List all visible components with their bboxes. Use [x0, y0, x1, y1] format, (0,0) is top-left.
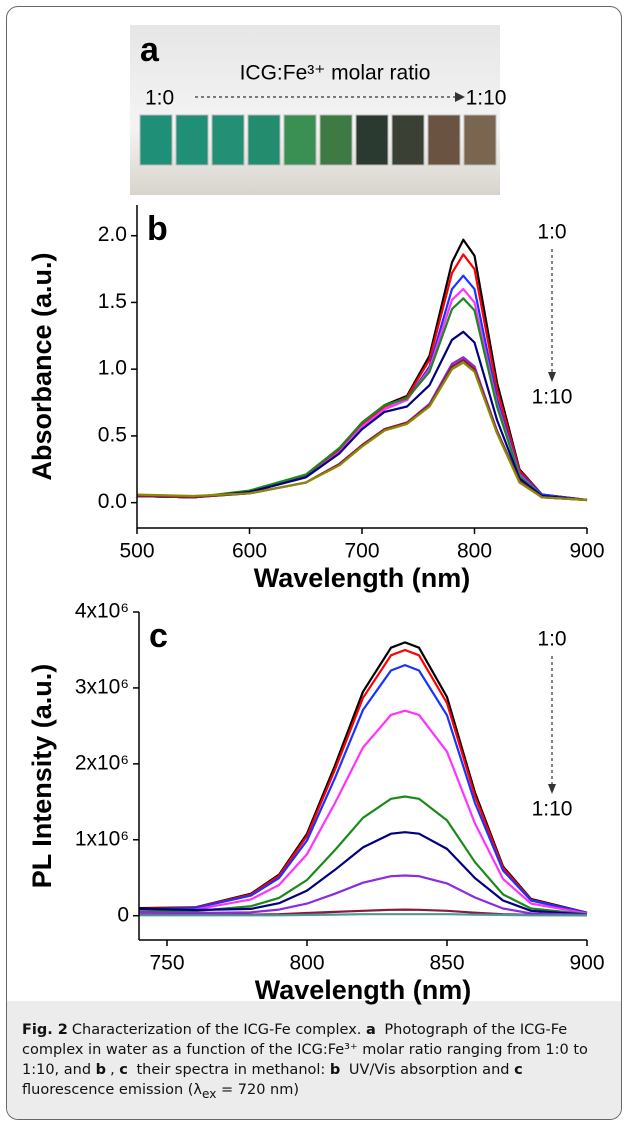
- panel-label: b: [147, 210, 168, 248]
- y-tick-label: 0.5: [98, 423, 127, 446]
- series-line: [138, 709, 588, 915]
- vials: [139, 114, 497, 166]
- caption-text: their spectra in methanol:: [131, 1062, 330, 1078]
- caption-text: ex: [202, 1086, 217, 1101]
- vial: [139, 114, 173, 166]
- y-axis-label: Absorbance (a.u.): [27, 252, 57, 480]
- caption-text: ,: [110, 1062, 120, 1078]
- series-line: [136, 361, 588, 502]
- caption-text: b: [329, 1062, 341, 1078]
- series-line: [136, 238, 588, 502]
- vial: [355, 114, 389, 166]
- x-axis-label: Wavelength (nm): [255, 975, 472, 1005]
- caption-text: = 720 nm): [216, 1082, 300, 1098]
- y-tick-label: 2x10⁶: [75, 751, 129, 774]
- vial: [319, 114, 353, 166]
- chart: 0.0 0.5 1.0 1.5 2.0 500 600 700 800 900 Wavelength…: [27, 205, 605, 593]
- y-tick-label: 4x10⁶: [75, 600, 129, 623]
- caption: Fig. 2 Characterization of the ICG-Fe com…: [22, 1020, 612, 1104]
- caption-text: c: [514, 1062, 523, 1078]
- series-line: [138, 648, 588, 915]
- arrow-end: 1:10: [532, 798, 573, 821]
- x-tick-label: 750: [149, 952, 184, 975]
- y-tick-label: 0: [117, 903, 129, 926]
- caption-text: Fig. 2: [22, 1022, 68, 1038]
- series-line: [138, 831, 588, 916]
- arrow-head: [455, 92, 465, 102]
- arrow-start: 1:0: [537, 628, 566, 651]
- arrow-start: 1:0: [537, 221, 566, 244]
- caption-text: Characterization of the ICG-Fe complex.: [71, 1022, 367, 1038]
- arrow-end: 1:10: [466, 87, 507, 110]
- x-tick-label: 500: [119, 540, 154, 563]
- y-tick-label: 1.0: [98, 357, 127, 380]
- vial: [427, 114, 461, 166]
- series-line: [136, 297, 588, 502]
- y-tick-label: 3x10⁶: [75, 675, 129, 698]
- caption-text: a: [366, 1022, 376, 1038]
- vial: [211, 114, 245, 166]
- arrow-head: [548, 372, 556, 382]
- x-tick-label: 600: [232, 540, 267, 563]
- arrow-start: 1:0: [145, 87, 174, 110]
- y-tick-label: 1.5: [98, 290, 127, 313]
- vial: [463, 114, 497, 166]
- series-line: [138, 874, 588, 916]
- x-tick-label: 850: [429, 952, 464, 975]
- series-line: [136, 253, 588, 502]
- series-line: [138, 795, 588, 916]
- photo-background: [130, 25, 500, 195]
- y-tick-label: 0.0: [98, 490, 127, 513]
- series-line: [138, 664, 588, 915]
- panel-label: a: [140, 31, 160, 69]
- photo-title: ICG:Fe³⁺ molar ratio: [240, 62, 431, 85]
- y-tick-label: 1x10⁶: [75, 827, 129, 850]
- chart: 0 1x10⁶ 2x10⁶ 3x10⁶ 4x10⁶ 750 800 850 900 Wavelen…: [27, 600, 604, 1006]
- y-tick-label: 2.0: [98, 223, 127, 246]
- vial: [175, 114, 209, 166]
- panel-label: c: [149, 617, 168, 655]
- series-line: [138, 641, 588, 914]
- vial: [247, 114, 281, 166]
- caption-text: b: [95, 1062, 107, 1078]
- x-tick-label: 900: [569, 540, 604, 563]
- photo: a ICG:Fe³⁺ molar ratio 1:0 1:10: [130, 25, 506, 195]
- vial: [283, 114, 317, 166]
- x-tick-label: 700: [344, 540, 379, 563]
- x-tick-label: 900: [569, 952, 604, 975]
- series-line: [136, 330, 588, 502]
- vial: [391, 114, 425, 166]
- y-axis-label: PL Intensity (a.u.): [27, 664, 57, 889]
- caption-text: fluorescence emission (λ: [22, 1082, 203, 1098]
- caption-text: c: [119, 1062, 128, 1078]
- x-axis-label: Wavelength (nm): [254, 563, 471, 593]
- figure-frame: [6, 6, 622, 1120]
- caption-text: UV/Vis absorption and: [344, 1062, 515, 1078]
- caption-text: Photograph of the ICG-Fe complex in wate…: [22, 1022, 588, 1078]
- x-tick-label: 800: [289, 952, 324, 975]
- caption-background: [7, 1001, 621, 1119]
- series-line: [139, 913, 587, 917]
- arrow-head: [548, 784, 556, 794]
- x-tick-label: 800: [457, 540, 492, 563]
- arrow-end: 1:10: [532, 386, 573, 409]
